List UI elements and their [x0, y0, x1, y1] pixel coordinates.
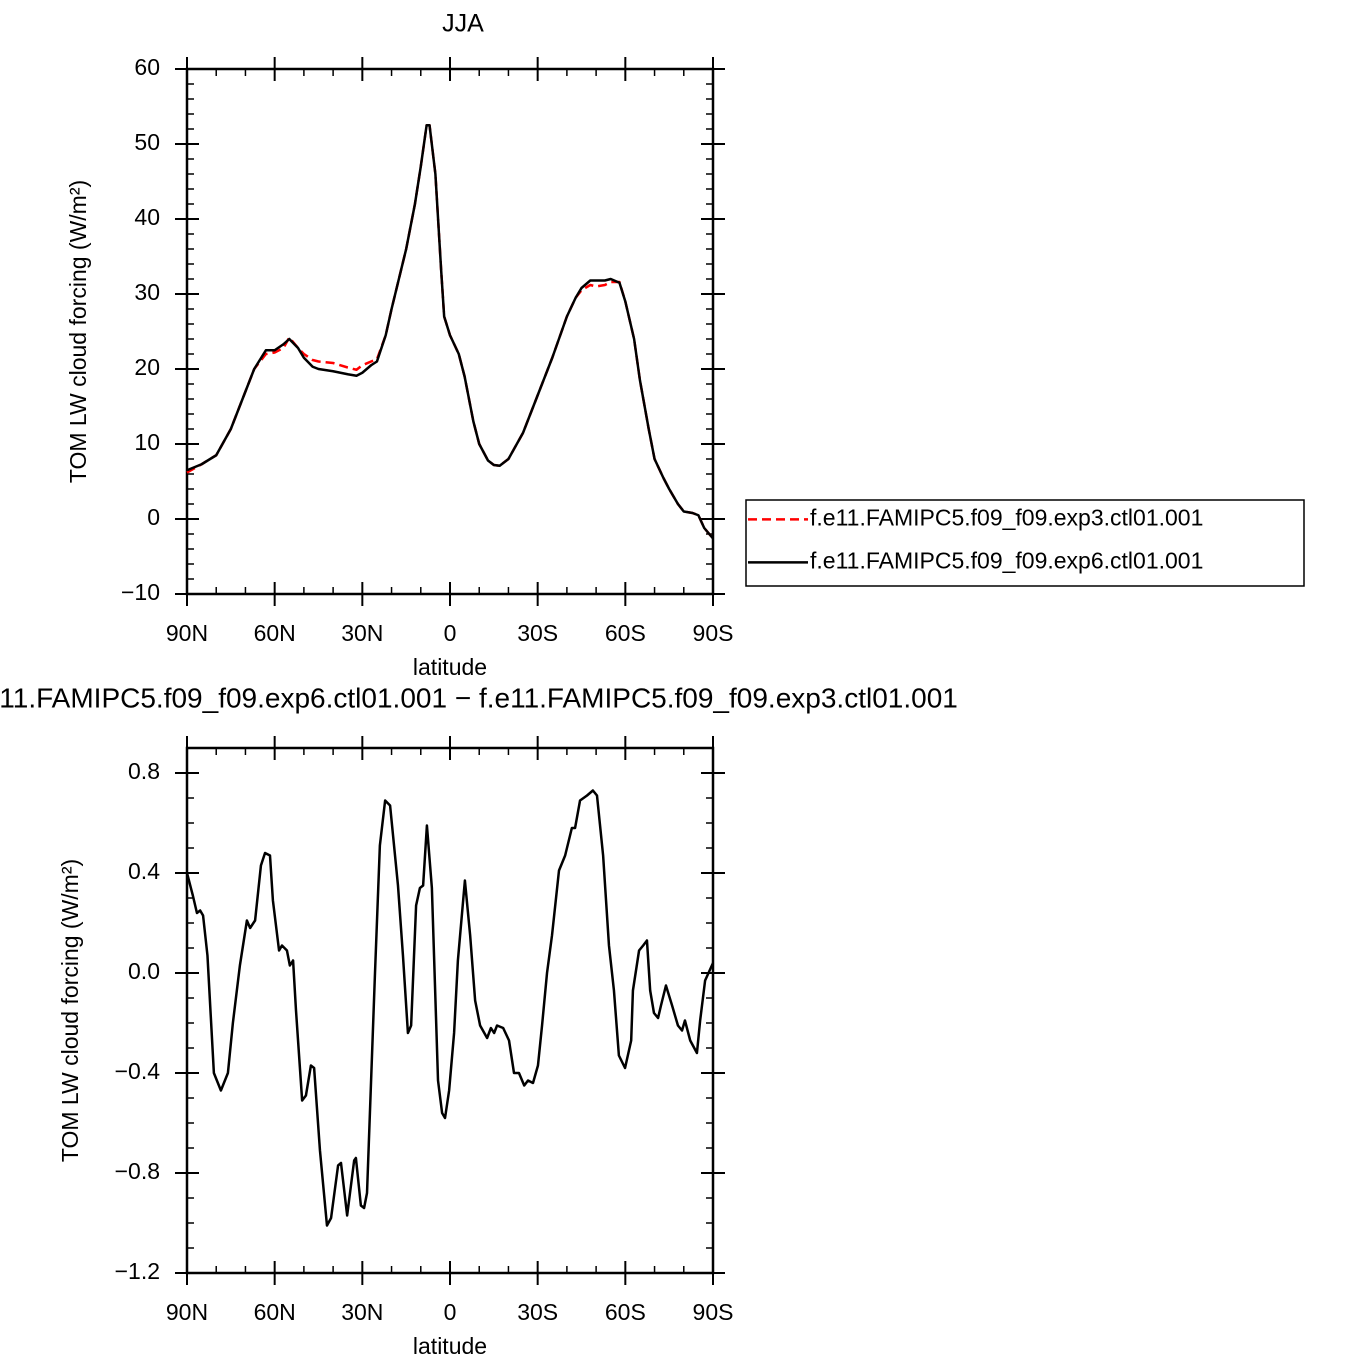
y-axis-title: TOM LW cloud forcing (W/m²): [65, 180, 91, 483]
x-tick-label: 60N: [254, 1299, 296, 1325]
y-tick-label: 60: [134, 54, 160, 80]
x-axis-title: latitude: [413, 1333, 487, 1359]
y-tick-label: 50: [134, 129, 160, 155]
data-line: [185, 789, 715, 1227]
x-tick-label: 60S: [605, 1299, 646, 1325]
y-tick-label: −10: [121, 579, 160, 605]
x-tick-label: 90N: [166, 1299, 208, 1325]
y-tick-label: −0.4: [115, 1058, 161, 1084]
legend-box: [745, 499, 1305, 587]
y-tick-label: 30: [134, 279, 160, 305]
x-tick-label: 0: [444, 1299, 457, 1325]
y-tick-label: 10: [134, 429, 160, 455]
y-tick-label: 0.0: [128, 958, 160, 984]
y-tick-label: −0.8: [115, 1158, 160, 1184]
y-tick-label: 0.8: [128, 758, 160, 784]
plot-frame: [185, 746, 715, 1275]
x-tick-label: 60S: [605, 620, 646, 646]
x-tick-label: 90S: [693, 1299, 734, 1325]
x-tick-label: 60N: [254, 620, 296, 646]
x-tick-label: 30S: [517, 1299, 558, 1325]
y-tick-label: 20: [134, 354, 160, 380]
chart-title: f.e11.FAMIPC5.f09_f09.exp6.ctl01.001 − f…: [0, 682, 958, 713]
x-tick-label: 90S: [693, 620, 734, 646]
y-axis-title: TOM LW cloud forcing (W/m²): [57, 859, 83, 1162]
legend-label: f.e11.FAMIPC5.f09_f09.exp3.ctl01.001: [810, 504, 1203, 530]
y-tick-label: 0.4: [128, 858, 160, 884]
legend-label: f.e11.FAMIPC5.f09_f09.exp6.ctl01.001: [810, 547, 1203, 573]
x-tick-label: 90N: [166, 620, 208, 646]
x-tick-label: 30N: [341, 1299, 383, 1325]
x-tick-label: 0: [444, 620, 457, 646]
x-tick-label: 30S: [517, 620, 558, 646]
x-axis-title: latitude: [413, 654, 487, 680]
y-tick-label: 0: [147, 504, 160, 530]
data-line: [186, 124, 714, 540]
y-tick-label: −1.2: [115, 1258, 160, 1284]
plot-frame: [185, 67, 715, 596]
x-tick-label: 30N: [341, 620, 383, 646]
y-tick-label: 40: [134, 204, 160, 230]
chart-title: JJA: [442, 10, 484, 38]
